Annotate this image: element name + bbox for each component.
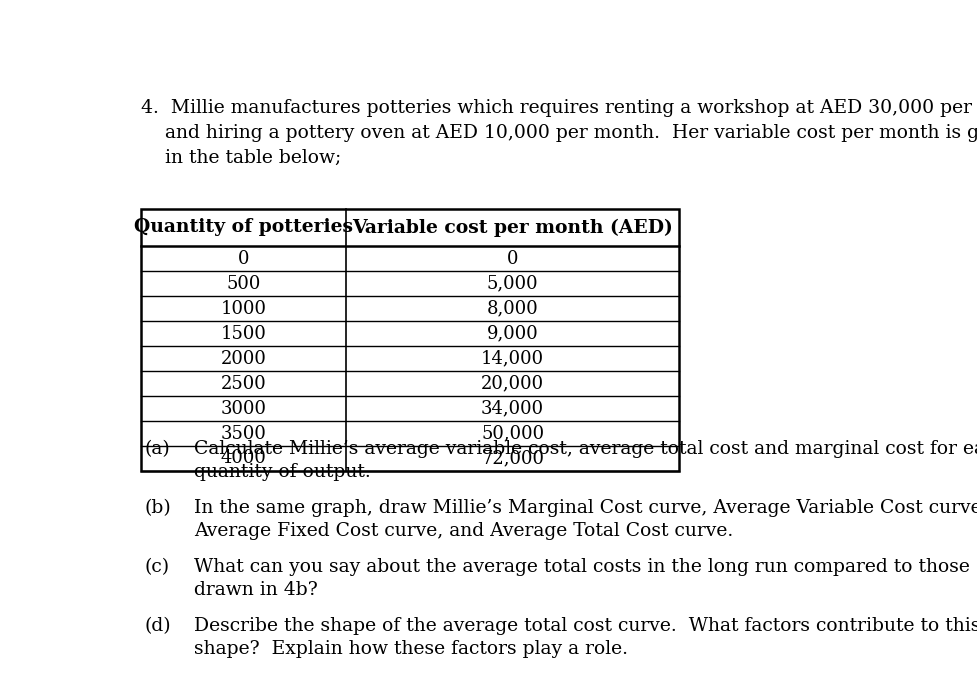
Text: In the same graph, draw Millie’s Marginal Cost curve, Average Variable Cost curv: In the same graph, draw Millie’s Margina…: [194, 499, 977, 517]
Text: Describe the shape of the average total cost curve.  What factors contribute to : Describe the shape of the average total …: [194, 617, 977, 635]
Text: 9,000: 9,000: [487, 324, 538, 343]
Text: 2500: 2500: [221, 375, 266, 393]
Text: 8,000: 8,000: [487, 299, 538, 318]
Text: 3000: 3000: [220, 400, 267, 418]
Bar: [141, 209, 679, 471]
Text: What can you say about the average total costs in the long run compared to those: What can you say about the average total…: [194, 558, 969, 576]
Text: 4000: 4000: [221, 450, 266, 468]
Text: shape?  Explain how these factors play a role.: shape? Explain how these factors play a …: [194, 639, 627, 658]
Text: 34,000: 34,000: [481, 400, 543, 418]
Text: 3500: 3500: [221, 425, 266, 443]
Text: 0: 0: [506, 249, 518, 268]
Text: 14,000: 14,000: [481, 349, 543, 368]
Text: quantity of output.: quantity of output.: [194, 463, 370, 481]
Text: in the table below;: in the table below;: [141, 149, 341, 167]
Text: 50,000: 50,000: [481, 425, 543, 443]
Text: Average Fixed Cost curve, and Average Total Cost curve.: Average Fixed Cost curve, and Average To…: [194, 522, 733, 540]
Text: 1500: 1500: [221, 324, 266, 343]
Text: 4.  Millie manufactures potteries which requires renting a workshop at AED 30,00: 4. Millie manufactures potteries which r…: [141, 99, 977, 118]
Text: 72,000: 72,000: [481, 450, 543, 468]
Text: 0: 0: [237, 249, 249, 268]
Text: (d): (d): [145, 617, 171, 635]
Text: 500: 500: [226, 274, 261, 293]
Text: 5,000: 5,000: [487, 274, 538, 293]
Text: 2000: 2000: [221, 349, 266, 368]
Text: and hiring a pottery oven at AED 10,000 per month.  Her variable cost per month : and hiring a pottery oven at AED 10,000 …: [141, 124, 977, 143]
Text: Variable cost per month (AED): Variable cost per month (AED): [352, 218, 672, 237]
Text: (a): (a): [145, 440, 171, 458]
Text: Quantity of potteries: Quantity of potteries: [134, 218, 353, 237]
Text: 1000: 1000: [220, 299, 267, 318]
Text: drawn in 4b?: drawn in 4b?: [194, 581, 318, 599]
Text: (c): (c): [145, 558, 170, 576]
Text: (b): (b): [145, 499, 172, 517]
Text: Calculate Millie’s average variable cost, average total cost and marginal cost f: Calculate Millie’s average variable cost…: [194, 440, 977, 458]
Text: 20,000: 20,000: [481, 375, 543, 393]
